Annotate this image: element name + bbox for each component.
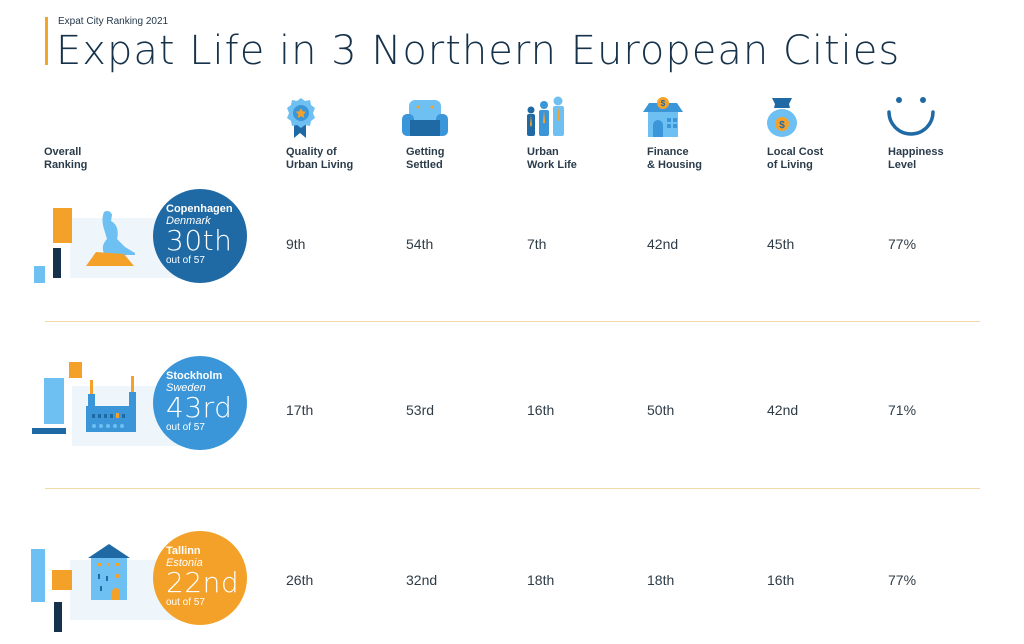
value-quality: 9th bbox=[286, 236, 306, 252]
armchair-icon bbox=[402, 100, 448, 136]
money-bag-icon: $ bbox=[767, 98, 797, 137]
accent-bar bbox=[45, 17, 48, 65]
svg-text:$: $ bbox=[779, 120, 785, 131]
value-work: 16th bbox=[527, 402, 555, 418]
value-finance: 50th bbox=[647, 402, 675, 418]
value-finance: 42nd bbox=[647, 236, 679, 252]
old-town-house-icon bbox=[88, 544, 130, 600]
col-head-cost: Local Cost of Living bbox=[767, 146, 824, 171]
award-ribbon-icon bbox=[287, 98, 315, 138]
rank-circle-copenhagen: Copenhagen Denmark 30th out of 57 bbox=[153, 189, 247, 283]
col-head-finance: Finance & Housing bbox=[647, 146, 702, 171]
smiley-icon bbox=[887, 97, 935, 136]
col-head-settled: Getting Settled bbox=[406, 146, 445, 171]
value-quality: 17th bbox=[286, 402, 314, 418]
value-settled: 53rd bbox=[406, 402, 435, 418]
col-head-overall: Overall Ranking bbox=[44, 146, 88, 171]
value-cost: 16th bbox=[767, 572, 795, 588]
value-happiness: 77% bbox=[888, 572, 917, 588]
rank-circle-stockholm: Stockholm Sweden 43rd out of 57 bbox=[153, 356, 247, 450]
house-coin-icon: $ bbox=[643, 97, 683, 137]
value-cost: 45th bbox=[767, 236, 795, 252]
value-settled: 32nd bbox=[406, 572, 438, 588]
value-work: 7th bbox=[527, 236, 547, 252]
workers-icon bbox=[527, 96, 564, 136]
col-head-work: Urban Work Life bbox=[527, 146, 577, 171]
col-head-happiness: Happiness Level bbox=[888, 146, 944, 171]
page-title: Expat Life in 3 Northern European Cities bbox=[56, 28, 901, 74]
value-quality: 26th bbox=[286, 572, 314, 588]
row-divider bbox=[45, 321, 980, 322]
col-head-quality: Quality of Urban Living bbox=[286, 146, 354, 171]
svg-text:$: $ bbox=[661, 99, 666, 108]
value-settled: 54th bbox=[406, 236, 434, 252]
value-cost: 42nd bbox=[767, 402, 799, 418]
value-work: 18th bbox=[527, 572, 555, 588]
rank-circle-tallinn: Tallinn Estonia 22nd out of 57 bbox=[153, 531, 247, 625]
value-happiness: 77% bbox=[888, 236, 917, 252]
row-divider bbox=[45, 488, 980, 489]
kicker: Expat City Ranking 2021 bbox=[58, 16, 169, 27]
city-hall-icon bbox=[86, 376, 136, 432]
value-finance: 18th bbox=[647, 572, 675, 588]
little-mermaid-icon bbox=[86, 210, 135, 266]
value-happiness: 71% bbox=[888, 402, 917, 418]
